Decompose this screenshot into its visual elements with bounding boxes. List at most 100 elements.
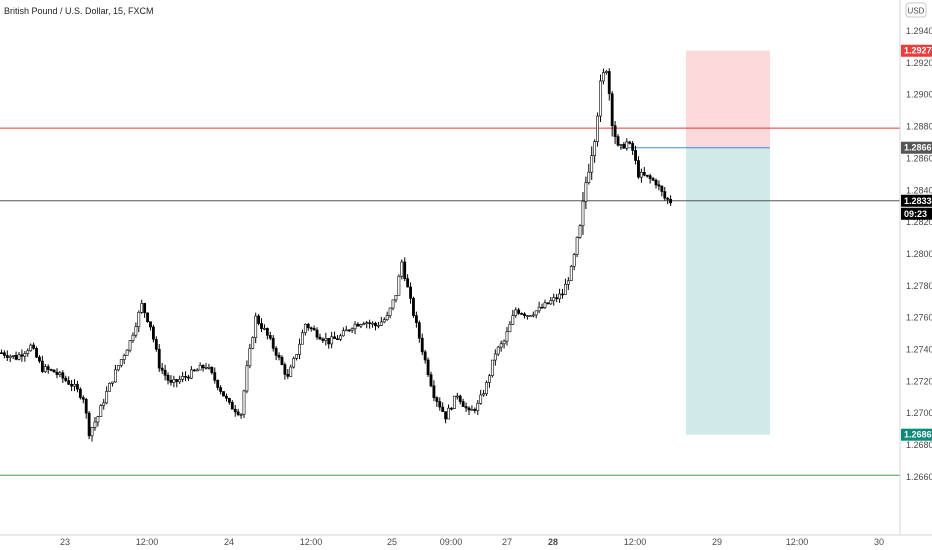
countdown-tag	[901, 207, 932, 220]
candle-body	[341, 330, 345, 337]
price-tick-label: 1.27800	[906, 281, 932, 291]
candle-body	[473, 409, 477, 411]
candle-body	[409, 286, 412, 299]
candle-body	[73, 384, 76, 387]
price-tick-label: 1.28000	[906, 249, 932, 259]
candle-body	[558, 293, 561, 300]
candle-body	[230, 402, 234, 410]
candle-body	[414, 315, 418, 324]
candle-body	[327, 338, 331, 345]
price-tick-label: 1.27600	[906, 313, 932, 323]
candle-body	[70, 383, 74, 387]
candle-body	[382, 319, 386, 323]
candle-body	[134, 326, 138, 336]
candle-body	[298, 343, 301, 355]
candle-body	[376, 325, 380, 327]
candle-body	[663, 191, 667, 199]
candle-body	[189, 369, 193, 379]
candle-body	[175, 379, 179, 383]
price-scale[interactable]: 1.29400 1.29200 1.29000 1.28800 1.28600 1.284…	[899, 0, 932, 535]
candle-body	[657, 184, 661, 187]
target-price-tag	[901, 428, 932, 441]
candle-body	[628, 141, 632, 144]
candle-body	[397, 275, 401, 296]
currency-label: USD	[908, 7, 925, 16]
time-tick-label: 12:00	[136, 537, 159, 547]
candle-body	[96, 416, 100, 423]
candle-body	[324, 338, 328, 341]
candle-body	[400, 261, 404, 277]
candle-body	[356, 323, 360, 327]
entry-price-tag	[901, 141, 932, 154]
candle-body	[242, 390, 246, 415]
candle-body	[149, 321, 152, 328]
candle-body	[458, 395, 462, 402]
price-tick-label: 1.27000	[906, 408, 932, 418]
stop-loss-zone[interactable]	[686, 50, 770, 148]
candle-body	[14, 355, 18, 360]
candle-body	[198, 365, 202, 371]
time-tick-label: 28	[548, 537, 558, 547]
candle-body	[660, 185, 664, 192]
candle-body	[461, 401, 465, 407]
candle-body	[505, 331, 509, 342]
candle-body	[493, 353, 497, 361]
candle-body	[432, 385, 436, 398]
candle-body	[637, 160, 640, 178]
candle-body	[76, 384, 79, 390]
candle-body	[613, 125, 617, 137]
candle-body	[543, 302, 547, 308]
take-profit-zone[interactable]	[686, 147, 770, 435]
candle-body	[40, 360, 44, 372]
candle-body	[654, 179, 658, 186]
candle-body	[137, 312, 141, 328]
candle-body	[669, 199, 673, 204]
time-scale[interactable]: 23 12:00 24 12:00 25 09:00 27 28 12:00 29 12:00 30	[0, 534, 932, 547]
candle-body	[315, 329, 319, 338]
candle-body	[8, 355, 12, 358]
candle-body	[195, 369, 199, 372]
candle-body	[455, 395, 459, 398]
candle-body	[552, 297, 556, 302]
candle-body	[581, 200, 585, 227]
candle-body	[154, 339, 158, 350]
candle-body	[634, 150, 637, 161]
candle-body	[561, 293, 564, 296]
price-tick-label: 1.28800	[906, 122, 932, 132]
candle-body	[181, 376, 185, 380]
candle-body	[499, 343, 503, 348]
candle-body	[526, 315, 529, 317]
candle-body	[280, 357, 284, 365]
candle-body	[35, 348, 38, 358]
candle-body	[227, 398, 231, 403]
candle-body	[651, 178, 655, 181]
time-tick-label: 12:00	[300, 537, 323, 547]
candle-body	[388, 307, 392, 316]
candle-body	[365, 322, 369, 324]
candle-body	[17, 354, 21, 360]
candle-body	[312, 328, 316, 331]
candle-body	[520, 313, 524, 315]
currency-button[interactable]: USD	[905, 2, 927, 18]
candle-body	[549, 300, 553, 305]
candle-body	[347, 329, 351, 332]
candle-body	[391, 299, 395, 309]
candle-body	[99, 405, 103, 417]
candle-body	[546, 302, 550, 305]
candle-body	[157, 348, 161, 369]
candle-body	[639, 172, 643, 178]
candle-body	[23, 353, 27, 357]
candle-body	[336, 338, 339, 340]
candle-body	[485, 382, 488, 395]
candle-body	[102, 402, 106, 406]
candle-body	[257, 315, 261, 324]
candle-body	[444, 411, 448, 420]
candle-body	[406, 278, 410, 288]
candle-body	[26, 350, 30, 354]
candle-body	[666, 197, 670, 200]
candle-body	[330, 336, 334, 345]
price-tick-label: 1.27200	[906, 376, 932, 386]
candle-body	[435, 397, 439, 402]
candle-body	[128, 340, 132, 351]
